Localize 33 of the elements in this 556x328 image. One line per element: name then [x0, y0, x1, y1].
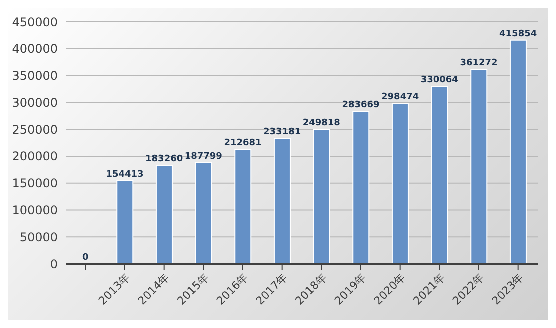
data-label: 233181	[264, 128, 302, 138]
bar	[470, 69, 488, 264]
bar	[156, 164, 173, 264]
y-tick-label: 150000	[12, 176, 58, 191]
y-tick-label: 350000	[12, 69, 58, 84]
bar	[234, 149, 252, 264]
y-tick-label: 250000	[12, 122, 58, 137]
bar	[195, 162, 212, 264]
data-label: 183260	[146, 154, 184, 164]
y-tick-label: 400000	[12, 42, 58, 56]
bar	[313, 129, 330, 264]
bar	[392, 102, 409, 264]
data-label: 249818	[302, 118, 340, 129]
bar	[116, 180, 134, 264]
y-tick-label: 300000	[12, 96, 58, 110]
bar	[431, 86, 448, 264]
y-tick-label: 450000	[12, 15, 58, 30]
data-label: 361272	[460, 58, 498, 69]
y-tick-label: 200000	[12, 150, 58, 164]
data-label: 330064	[420, 76, 458, 86]
data-label: 187799	[184, 152, 222, 162]
data-label: 283669	[342, 100, 380, 110]
y-tick-label: 0	[50, 257, 58, 272]
data-label: 212681	[224, 138, 262, 149]
data-label: 0	[82, 253, 89, 263]
bar	[352, 110, 370, 264]
data-label: 154413	[106, 170, 144, 180]
bar	[274, 138, 291, 264]
y-tick-label: 50000	[20, 230, 58, 244]
bar	[510, 40, 527, 264]
data-label: 298474	[382, 92, 420, 102]
y-tick-label: 100000	[12, 203, 58, 218]
data-label: 415854	[500, 29, 538, 40]
